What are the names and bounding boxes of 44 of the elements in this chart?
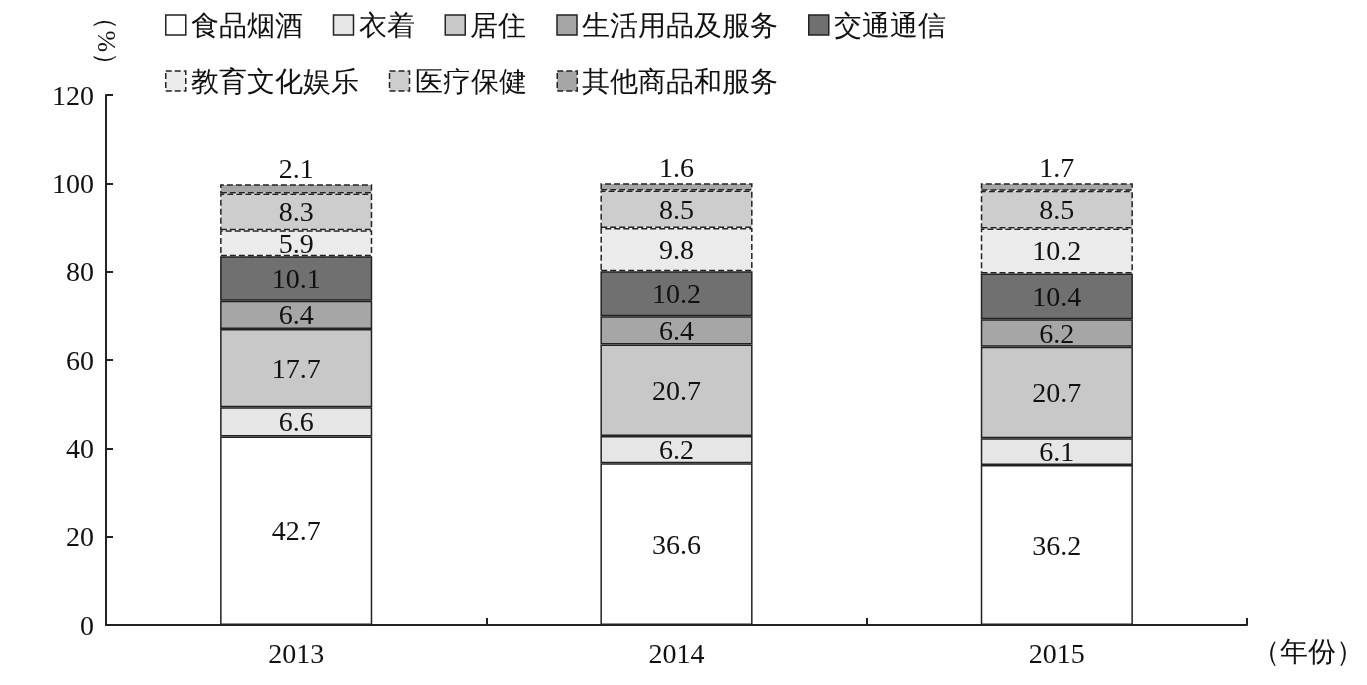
data-label: 2.1 — [278, 152, 314, 184]
legend-label: 教育文化娱乐 — [190, 65, 359, 97]
data-label: 6.2 — [1039, 317, 1075, 349]
data-label: 6.4 — [278, 299, 314, 331]
data-label: 8.3 — [278, 196, 314, 228]
data-label: 1.6 — [659, 151, 694, 183]
x-tick-label: 2013 — [268, 637, 325, 669]
y-axis-title: （%） — [91, 4, 121, 79]
data-label: 6.6 — [278, 406, 314, 438]
legend-label: 交通通信 — [833, 9, 946, 41]
legend-label: 衣着 — [358, 9, 415, 41]
data-label: 10.2 — [652, 278, 701, 310]
data-label: 9.8 — [659, 234, 694, 266]
y-tick-label: 40 — [66, 432, 94, 464]
data-label: 42.7 — [271, 515, 321, 547]
legend-label: 食品烟酒 — [190, 9, 303, 41]
legend-label: 居住 — [470, 9, 527, 41]
data-label: 8.5 — [659, 193, 694, 225]
data-label: 20.7 — [1032, 376, 1082, 408]
data-label: 36.6 — [652, 528, 701, 560]
data-label: 10.2 — [1032, 235, 1082, 267]
data-label: 6.4 — [659, 314, 694, 346]
data-label: 6.1 — [1039, 436, 1075, 468]
x-tick-label: 2014 — [648, 637, 705, 669]
data-label: 1.7 — [1039, 151, 1075, 183]
y-tick-label: 0 — [80, 609, 94, 641]
x-axis-title: （年份） — [1252, 635, 1364, 667]
x-tick-label: 2015 — [1028, 637, 1085, 669]
data-label: 8.5 — [1039, 194, 1075, 226]
data-label: 17.7 — [271, 352, 321, 384]
data-label: 5.9 — [278, 227, 314, 259]
y-tick-label: 20 — [66, 521, 94, 553]
data-label: 20.7 — [652, 374, 701, 406]
data-label: 36.2 — [1032, 529, 1082, 561]
legend-label: 生活用品及服务 — [582, 9, 778, 41]
y-tick-label: 100 — [52, 167, 94, 199]
y-tick-label: 120 — [52, 79, 94, 111]
data-label: 6.2 — [659, 434, 694, 466]
legend-label: 医疗保健 — [414, 65, 527, 97]
y-tick-label: 60 — [66, 344, 94, 376]
data-label: 10.4 — [1032, 280, 1082, 312]
legend-label: 其他商品和服务 — [582, 65, 779, 97]
y-tick-label: 80 — [66, 256, 94, 288]
data-label: 10.1 — [271, 263, 321, 295]
